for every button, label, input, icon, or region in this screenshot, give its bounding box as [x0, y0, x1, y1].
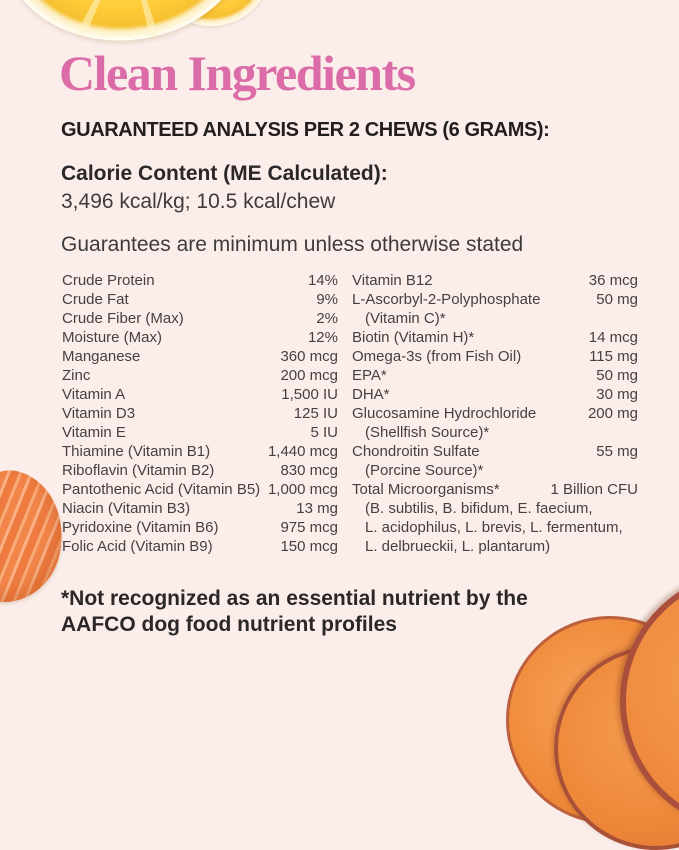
nutrient-row: Glucosamine Hydrochloride 200 mg: [352, 404, 638, 423]
nutrient-row: L-Ascorbyl-2-Polyphosphate 50 mg: [352, 290, 638, 309]
nutrient-value: 1,000 mcg: [267, 481, 338, 498]
guaranteed-analysis-table: Crude Protein 14% Crude Fat 9% Crude Fib…: [62, 271, 638, 556]
nutrient-value: 150 mcg: [280, 538, 338, 555]
nutrient-row: EPA* 50 mg: [352, 366, 638, 385]
nutrient-row: Vitamin D3 125 IU: [62, 404, 338, 423]
nutrient-sub-lines: (Porcine Source)*: [352, 461, 638, 480]
nutrient-row: Omega-3s (from Fish Oil) 115 mg: [352, 347, 638, 366]
nutrient-row: Pyridoxine (Vitamin B6) 975 mcg: [62, 518, 338, 537]
nutrient-value: 12%: [307, 329, 338, 346]
nutrient-value: 125 IU: [293, 405, 338, 422]
nutrient-sub-line: L. delbrueckii, L. plantarum): [365, 538, 551, 555]
nutrient-value: 30 mg: [596, 386, 638, 403]
nutrient-label: Niacin (Vitamin B3): [62, 500, 191, 517]
nutrient-value: 975 mcg: [280, 519, 338, 536]
analysis-right-column: Vitamin B12 36 mcg L-Ascorbyl-2-Polyphos…: [352, 271, 638, 556]
calorie-content-value: 3,496 kcal/kg; 10.5 kcal/chew: [61, 190, 336, 213]
nutrient-row: Riboflavin (Vitamin B2) 830 mcg: [62, 461, 338, 480]
nutrient-row: Thiamine (Vitamin B1) 1,440 mcg: [62, 442, 338, 461]
nutrient-value: 115 mg: [589, 348, 638, 365]
nutrient-value: 50 mg: [596, 367, 638, 384]
nutrient-label: Crude Fat: [62, 291, 129, 308]
nutrient-sub-line: L. acidophilus, L. brevis, L. fermentum,: [365, 519, 623, 536]
nutrient-label: Crude Fiber (Max): [62, 310, 184, 327]
footnote-line: AAFCO dog food nutrient profiles: [61, 613, 397, 636]
nutrient-label: Vitamin D3: [62, 405, 136, 422]
nutrient-sub-lines: (B. subtilis, B. bifidum, E. faecium, L. …: [352, 499, 638, 556]
nutrient-value: 36 mcg: [588, 272, 638, 289]
nutrient-label: Biotin (Vitamin H)*: [352, 329, 475, 346]
nutrient-label: Vitamin E: [62, 424, 126, 441]
nutrient-row: Crude Fat 9%: [62, 290, 338, 309]
nutrient-row: Zinc 200 mcg: [62, 366, 338, 385]
nutrient-row: Vitamin A 1,500 IU: [62, 385, 338, 404]
nutrient-label: Chondroitin Sulfate: [352, 443, 480, 460]
nutrient-sub-line: (Porcine Source)*: [365, 462, 484, 479]
nutrient-value: 1 Billion CFU: [550, 481, 638, 498]
nutrient-sub-line: (Shellfish Source)*: [365, 424, 490, 441]
nutrient-value: 14 mcg: [588, 329, 638, 346]
nutrient-row: Vitamin B12 36 mcg: [352, 271, 638, 290]
nutrient-label: Folic Acid (Vitamin B9): [62, 538, 213, 555]
nutrient-label: Zinc: [62, 367, 91, 384]
nutrient-label: EPA*: [352, 367, 387, 384]
nutrient-row: Total Microorganisms* 1 Billion CFU: [352, 480, 638, 499]
nutrient-label: Riboflavin (Vitamin B2): [62, 462, 215, 479]
nutrient-label: Crude Protein: [62, 272, 155, 289]
nutrient-row: Chondroitin Sulfate 55 mg: [352, 442, 638, 461]
footnote-line: *Not recognized as an essential nutrient…: [61, 587, 528, 610]
nutrient-label: Pantothenic Acid (Vitamin B5): [62, 481, 261, 498]
nutrient-label: Total Microorganisms*: [352, 481, 500, 498]
nutrient-row: Moisture (Max) 12%: [62, 328, 338, 347]
nutrient-value: 2%: [316, 310, 338, 327]
nutrient-label: Glucosamine Hydrochloride: [352, 405, 537, 422]
nutrient-value: 360 mcg: [280, 348, 338, 365]
nutrient-row: Vitamin E 5 IU: [62, 423, 338, 442]
nutrient-row: Biotin (Vitamin H)* 14 mcg: [352, 328, 638, 347]
nutrient-value: 830 mcg: [280, 462, 338, 479]
nutrient-value: 55 mg: [596, 443, 638, 460]
guarantee-note: Guarantees are minimum unless otherwise …: [61, 233, 524, 256]
nutrient-row: Pantothenic Acid (Vitamin B5) 1,000 mcg: [62, 480, 338, 499]
nutrient-sub-line: (Vitamin C)*: [365, 310, 446, 327]
nutrient-row: Niacin (Vitamin B3) 13 mg: [62, 499, 338, 518]
nutrient-sub-lines: (Shellfish Source)*: [352, 423, 638, 442]
nutrient-value: 1,440 mcg: [267, 443, 338, 460]
nutrient-label: Omega-3s (from Fish Oil): [352, 348, 522, 365]
nutrient-value: 14%: [307, 272, 338, 289]
nutrient-row: Crude Protein 14%: [62, 271, 338, 290]
nutrient-label: Pyridoxine (Vitamin B6): [62, 519, 219, 536]
nutrient-row: Manganese 360 mcg: [62, 347, 338, 366]
nutrient-sub-line: (B. subtilis, B. bifidum, E. faecium,: [365, 500, 593, 517]
nutrient-label: DHA*: [352, 386, 390, 403]
nutrient-label: Manganese: [62, 348, 141, 365]
guaranteed-analysis-heading: GUARANTEED ANALYSIS PER 2 CHEWS (6 GRAMS…: [61, 119, 550, 141]
page-title: Clean Ingredients: [59, 45, 416, 101]
nutrient-value: 9%: [316, 291, 338, 308]
nutrient-value: 5 IU: [310, 424, 338, 441]
nutrient-row: DHA* 30 mg: [352, 385, 638, 404]
nutrient-row: Crude Fiber (Max) 2%: [62, 309, 338, 328]
nutrient-value: 50 mg: [596, 291, 638, 308]
nutrient-value: 1,500 IU: [281, 386, 338, 403]
nutrient-label: Vitamin B12: [352, 272, 433, 289]
analysis-left-column: Crude Protein 14% Crude Fat 9% Crude Fib…: [62, 271, 338, 556]
nutrient-value: 13 mg: [296, 500, 338, 517]
nutrient-label: Vitamin A: [62, 386, 126, 403]
aafco-footnote: *Not recognized as an essential nutrient…: [61, 586, 528, 638]
nutrient-sub-lines: (Vitamin C)*: [352, 309, 638, 328]
nutrient-value: 200 mg: [587, 405, 638, 422]
nutrient-row: Folic Acid (Vitamin B9) 150 mcg: [62, 537, 338, 556]
nutrient-label: Moisture (Max): [62, 329, 163, 346]
nutrient-label: Thiamine (Vitamin B1): [62, 443, 211, 460]
nutrient-label: L-Ascorbyl-2-Polyphosphate: [352, 291, 541, 308]
calorie-content-heading: Calorie Content (ME Calculated):: [61, 162, 388, 185]
nutrient-value: 200 mcg: [280, 367, 338, 384]
